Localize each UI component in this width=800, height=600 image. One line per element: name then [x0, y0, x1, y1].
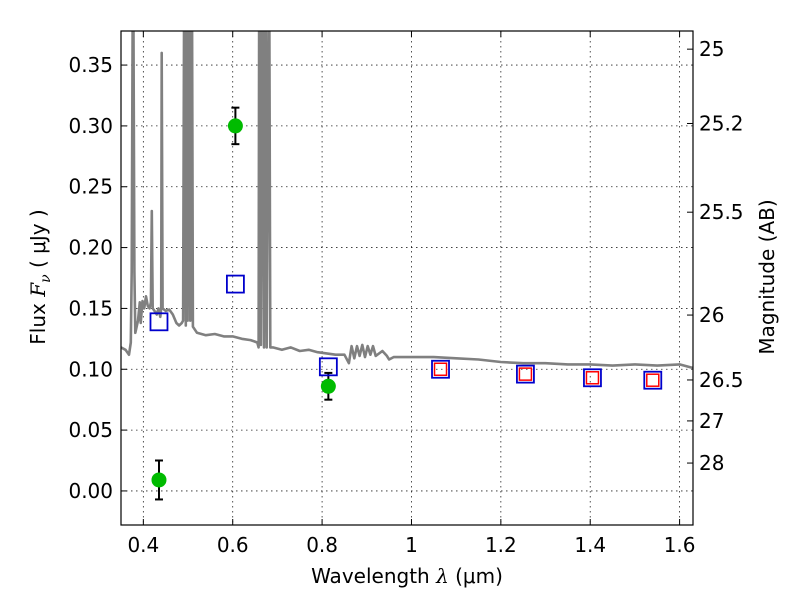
y-tick-label: 0.15: [68, 296, 113, 320]
x-tick-label: 1.4: [574, 533, 606, 557]
alt-model-photometry-square: [646, 373, 660, 387]
plot-frame: [120, 30, 694, 526]
model-photometry-square: [643, 370, 663, 390]
y2-axis-title: Magnitude (AB): [755, 199, 779, 354]
x-tick-label: 0.6: [217, 533, 249, 557]
y-tick-label: 0.30: [68, 114, 113, 138]
x-tick-label: 1.2: [485, 533, 517, 557]
alt-model-photometry-square: [585, 371, 600, 385]
x-tick-label: 1.6: [664, 533, 696, 557]
x-axis-title: Wavelength λ (μm): [311, 564, 503, 588]
plot-area: [121, 31, 693, 501]
alt-model-photometry-square: [433, 362, 448, 377]
model-photometry-square: [318, 357, 338, 377]
alt-model-photometry-square: [518, 367, 533, 381]
y-axis-title: Flux Fν ( μJy ): [26, 209, 54, 344]
y-tick-label: 0.05: [68, 418, 113, 442]
y-tick-label: 0.25: [68, 175, 113, 199]
x-tick-label: 0.4: [127, 533, 159, 557]
spectrum-layer: [121, 31, 693, 370]
y2-tick-label: 28: [699, 451, 724, 475]
y2-tick-label: 26: [699, 303, 724, 327]
y-tick-label: 0.00: [68, 479, 113, 503]
markers-layer: [149, 106, 663, 501]
ticks-layer: 0.4 0.6 0.8 1 1.2 1.4 1.6 0.00 0.05 0.10 0.15 0.20 0…: [68, 31, 744, 557]
y2-tick-label: 25.2: [699, 111, 744, 135]
y2-tick-label: 25.5: [699, 200, 744, 224]
y2-tick-label: 25: [699, 37, 724, 61]
y-tick-label: 0.20: [68, 236, 113, 260]
y2-tick-label: 27: [699, 409, 724, 433]
grid-layer: [121, 31, 693, 525]
x-tick-label: 0.8: [306, 533, 338, 557]
y-tick-label: 0.35: [68, 53, 113, 77]
model-photometry-square: [225, 274, 245, 294]
model-photometry-square: [516, 364, 535, 384]
observed-flux-point: [227, 118, 243, 134]
model-spectrum-line: [121, 31, 693, 370]
x-tick-label: 1: [405, 533, 418, 557]
model-photometry-square: [583, 368, 602, 388]
observed-flux-point: [151, 472, 167, 488]
observed-flux-point: [320, 378, 336, 394]
model-photometry-square: [149, 312, 169, 332]
model-photometry-square: [431, 359, 450, 379]
y2-tick-label: 26.5: [699, 368, 744, 392]
y-tick-label: 0.10: [68, 357, 113, 381]
